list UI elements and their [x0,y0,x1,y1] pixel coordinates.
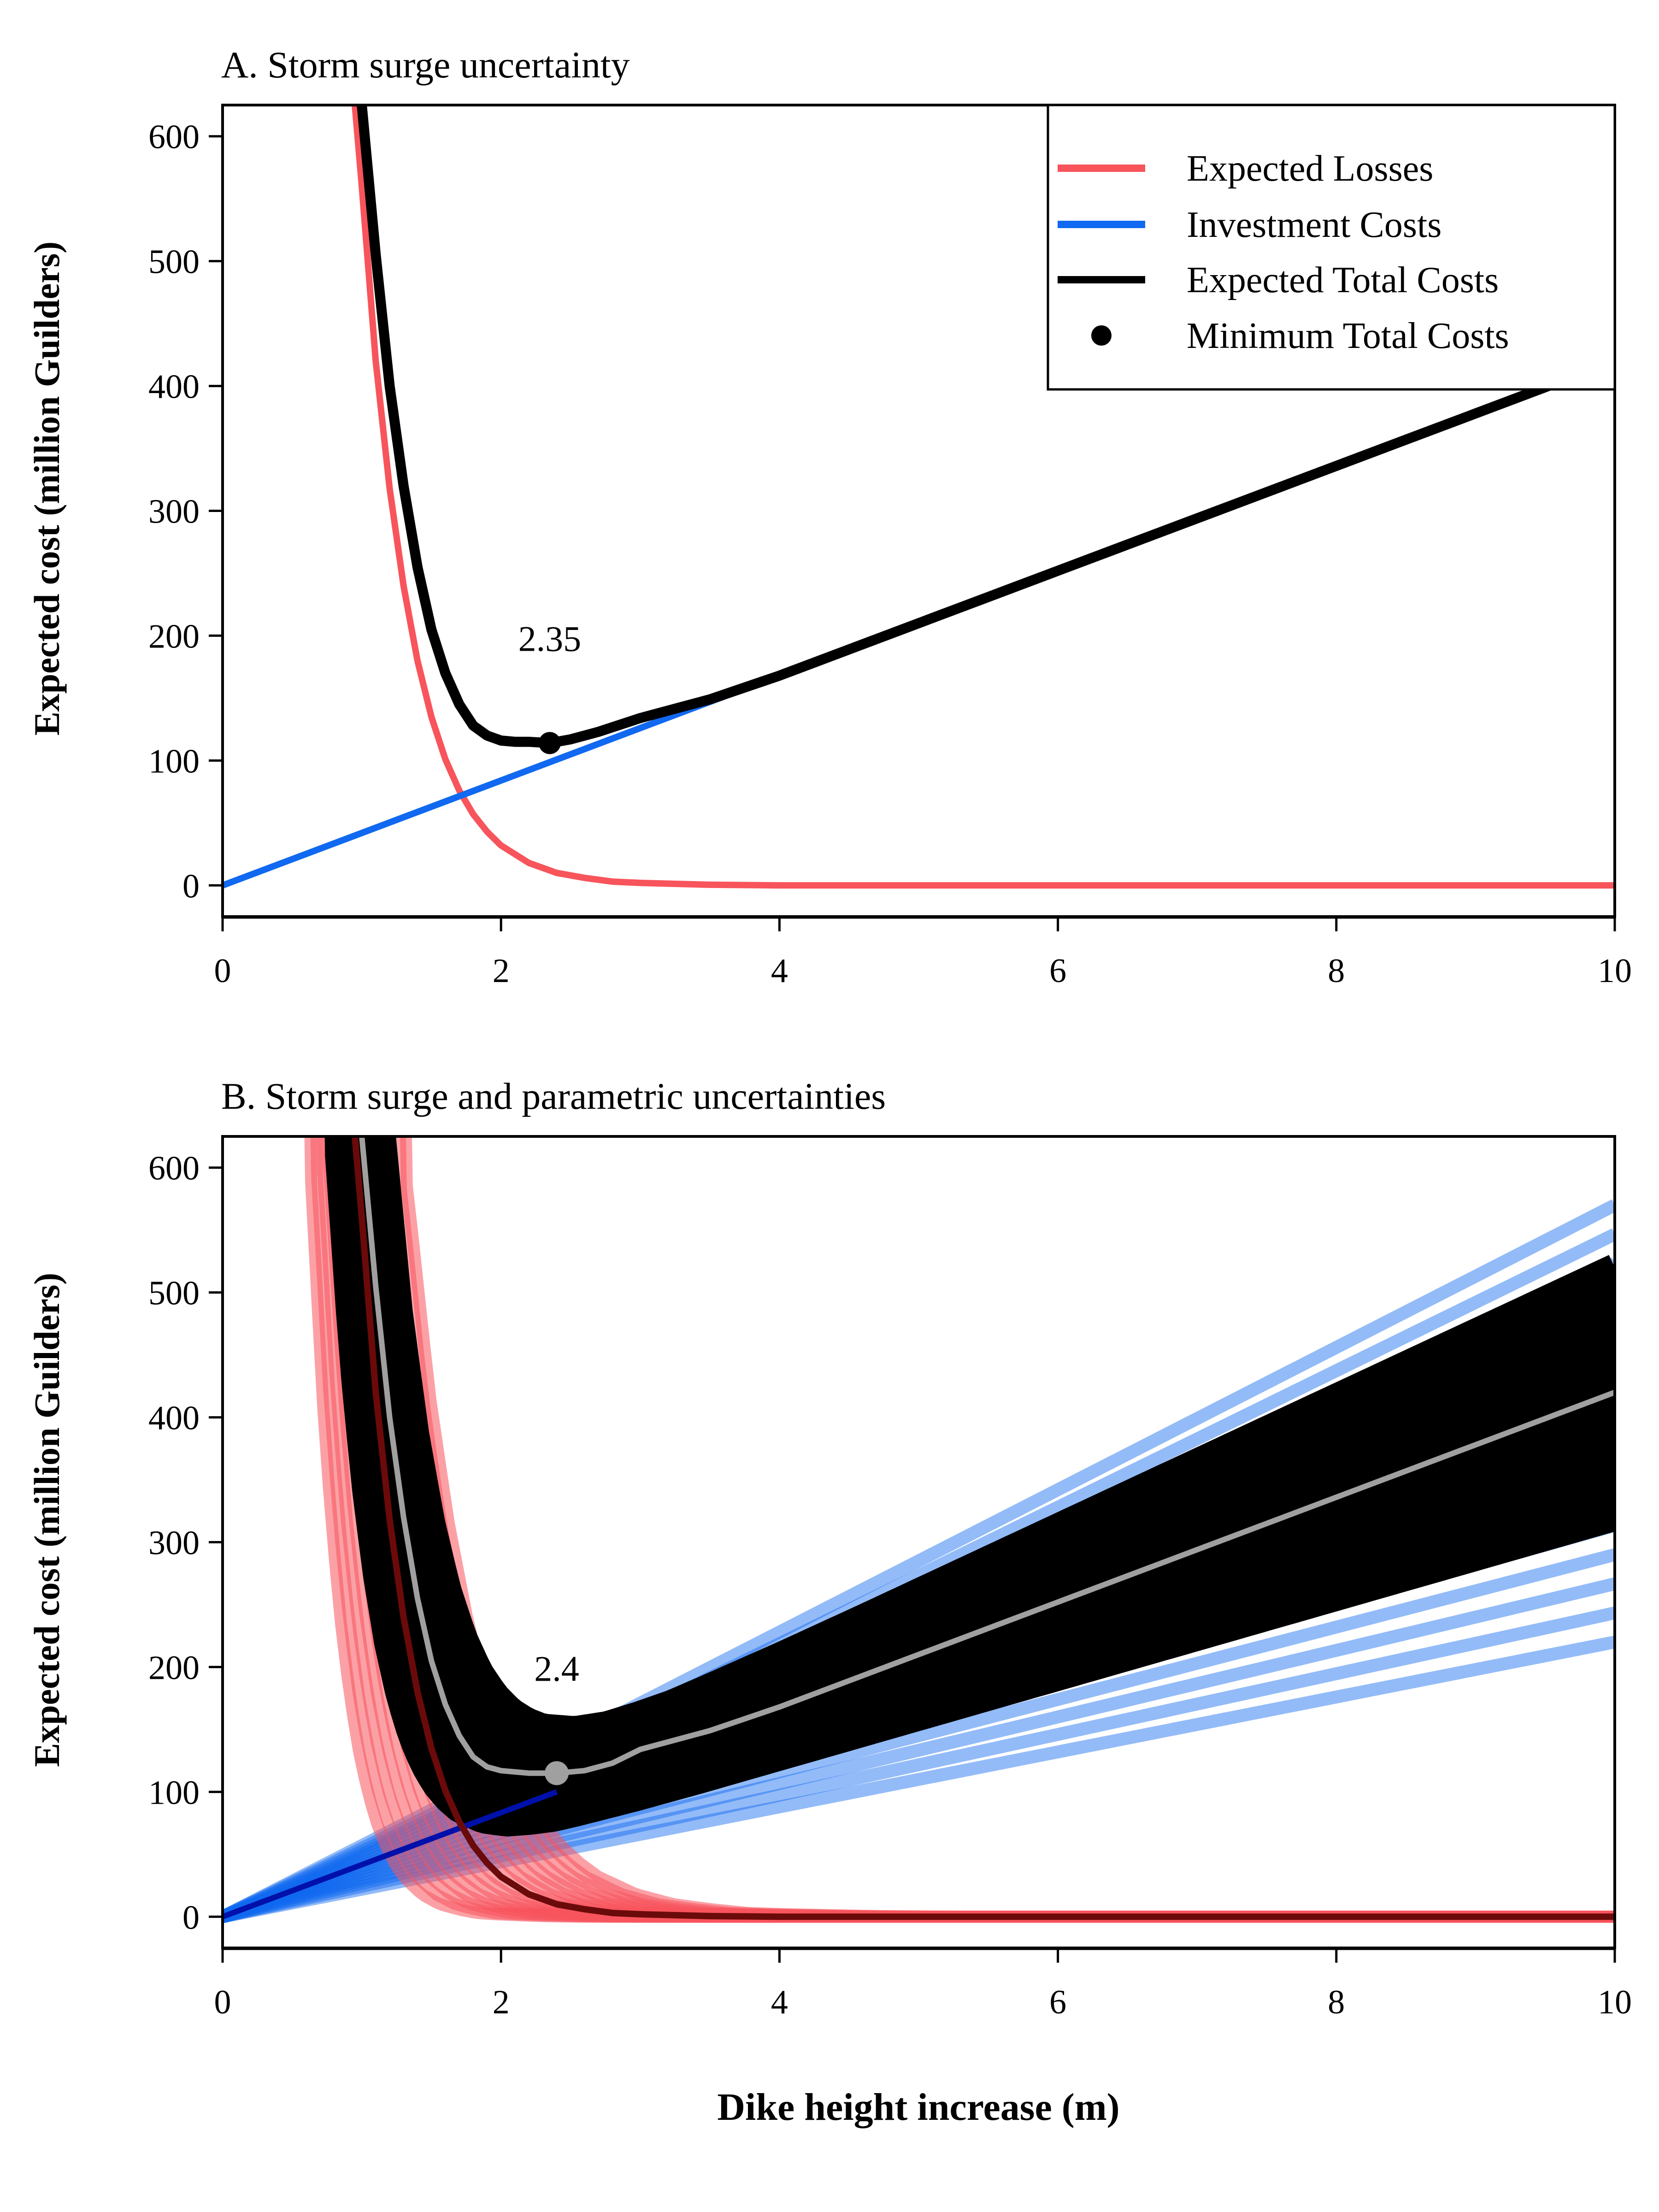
legend-label-minimum-total-costs: Minimum Total Costs [1187,316,1509,356]
series-expected-total-costs [357,105,1615,748]
x-tick-label: 0 [214,1983,231,2021]
panel-a-x-axis: 0 2 4 6 8 10 [214,916,1632,990]
total-costs-ensemble-member [368,1136,1615,1744]
legend-label-expected-losses: Expected Losses [1187,148,1433,189]
legend-label-investment-costs: Investment Costs [1187,205,1441,245]
y-tick-label: 500 [148,243,200,281]
median-expected-losses-line [352,1136,1615,1920]
panel-b-y-axis: 0 100 200 300 400 500 600 [148,1150,224,1936]
x-tick-label: 2 [493,952,510,990]
y-tick-label: 100 [148,742,200,780]
median-investment-costs-line [223,1789,558,1919]
y-tick-label: 500 [148,1275,200,1312]
series-expected-losses [352,105,1615,889]
x-tick-label: 8 [1328,1983,1345,2021]
panel-a-plot-area [223,105,1615,889]
x-tick-label: 8 [1328,952,1345,990]
minimum-total-costs-marker [545,1761,569,1785]
x-tick-label: 10 [1598,952,1632,990]
minimum-total-costs-marker [538,732,561,754]
y-tick-label: 200 [148,618,200,655]
panel-b-optimum-label: 2.4 [534,1649,579,1689]
panel-a-title: A. Storm surge uncertainty [221,44,630,86]
panel-b: B. Storm surge and parametric uncertaint… [27,1075,1632,2129]
y-tick-label: 200 [148,1649,200,1687]
x-tick-label: 2 [493,1983,510,2021]
legend-box [1047,104,1616,391]
panel-b-title: B. Storm surge and parametric uncertaint… [221,1075,886,1117]
y-tick-label: 400 [148,1400,200,1437]
y-tick-label: 600 [148,118,200,156]
y-tick-label: 0 [182,1899,200,1936]
panel-b-y-axis-label: Expected cost (million Guilders) [27,1273,67,1767]
panel-a: A. Storm surge uncertainty Expected cost… [27,44,1632,990]
x-tick-label: 0 [214,952,231,990]
panel-b-x-axis: 0 2 4 6 8 10 [214,1947,1632,2021]
legend-marker-minimum-total-costs [1091,325,1112,346]
y-tick-label: 0 [182,867,200,905]
y-tick-label: 600 [148,1150,200,1188]
x-tick-label: 6 [1049,1983,1066,2021]
legend: Expected Losses Investment Costs Expecte… [1047,104,1616,391]
x-tick-label: 10 [1598,1983,1632,2021]
y-tick-label: 300 [148,493,200,531]
x-tick-label: 4 [771,952,788,990]
legend-label-expected-total-costs: Expected Total Costs [1187,260,1499,300]
y-tick-label: 100 [148,1774,200,1812]
panel-b-plot-area [223,1136,1615,1924]
panel-a-optimum-label: 2.35 [518,618,582,659]
panel-a-y-axis-label: Expected cost (million Guilders) [27,241,67,735]
y-tick-label: 300 [148,1524,200,1562]
y-tick-label: 400 [148,368,200,406]
x-tick-label: 4 [771,1983,788,2021]
median-total-costs-line [359,1136,1615,1776]
x-tick-label: 6 [1049,952,1066,990]
panel-a-y-axis: 0 100 200 300 400 500 600 [148,118,224,905]
x-axis-label: Dike height increase (m) [717,2086,1119,2129]
